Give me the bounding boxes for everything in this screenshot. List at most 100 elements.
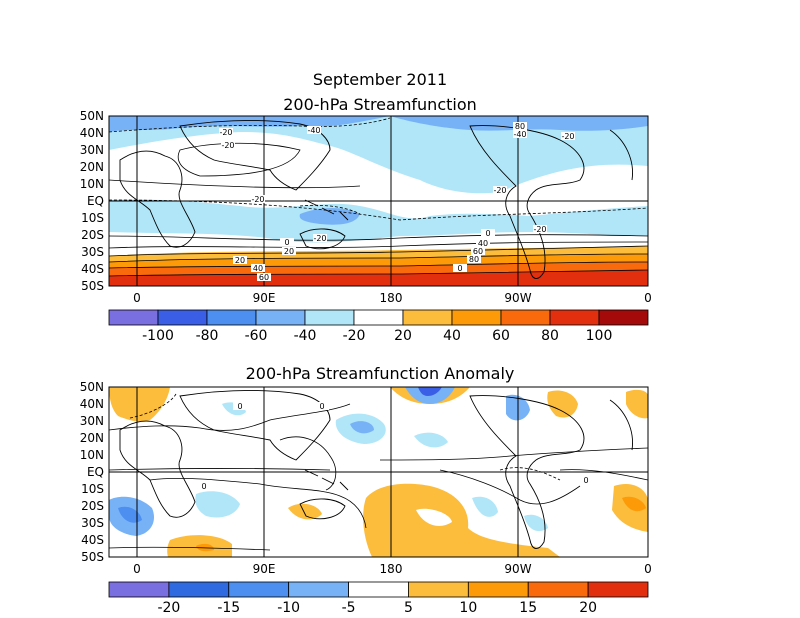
lon-label: 0 <box>133 291 141 305</box>
contour-label: 0 <box>485 229 490 238</box>
contour-label-bg <box>471 247 485 255</box>
map1-frame <box>108 115 649 287</box>
colorbar-label: -15 <box>217 600 240 616</box>
lat-label: 50S <box>81 550 104 564</box>
lat-label: 20S <box>81 228 104 242</box>
colorbar-swatch <box>451 309 502 326</box>
contour-label: 0 <box>457 264 462 273</box>
colorbar-label: 20 <box>394 328 412 344</box>
contour-label: 80 <box>469 255 479 264</box>
contour-label-bg <box>219 128 233 136</box>
colorbar-swatch <box>549 309 600 326</box>
lat-label: 40S <box>81 262 104 276</box>
colorbar-swatch <box>500 309 551 326</box>
contour-label-bg <box>579 476 593 484</box>
colorbar-label: -40 <box>294 328 317 344</box>
colorbar-label: 100 <box>586 328 613 344</box>
lon-label: 180 <box>380 291 403 305</box>
contour-label: 60 <box>259 273 269 282</box>
figure-title: September 2011 <box>312 70 448 89</box>
contour-label-bg <box>561 132 575 140</box>
colorbar-swatch <box>527 581 589 598</box>
map2-shade-neg-npac <box>414 432 448 448</box>
colorbar-label: -80 <box>196 328 219 344</box>
map1-shade-neg40-north <box>109 116 390 132</box>
colorbar-label: -20 <box>157 600 180 616</box>
contour-label-bg <box>257 273 271 281</box>
colorbar-swatch <box>255 309 306 326</box>
map2-coastlines <box>119 389 633 549</box>
colorbar-swatch <box>108 581 170 598</box>
lat-label: EQ <box>87 194 104 208</box>
map2-shade-pos-right <box>626 389 648 419</box>
map2-shade-pos-atl <box>547 390 578 418</box>
map1-coastlines <box>119 119 633 279</box>
lat-label: 30N <box>80 143 104 157</box>
contour-label: -20 <box>251 195 264 204</box>
colorbar-label: 15 <box>519 600 537 616</box>
map2-shade-pos-aus <box>288 503 322 520</box>
contour-label-bg <box>533 225 547 233</box>
lat-label: 10N <box>80 177 104 191</box>
contour-label-bg <box>481 229 495 237</box>
contour-label: -20 <box>221 141 234 150</box>
map2-lat-labels: 50N 40N 30N 20N 10N EQ 10S 20S 30S 40S 50S <box>80 380 104 564</box>
lat-label: 50N <box>80 109 104 123</box>
contour-label-bg <box>493 186 507 194</box>
contour-label: -20 <box>493 186 506 195</box>
lon-label: 90W <box>504 291 531 305</box>
contour-label: 60 <box>473 247 483 256</box>
contour-label: 80 <box>515 122 525 131</box>
contour-label-bg <box>315 402 329 410</box>
colorbar-label: -20 <box>343 328 366 344</box>
colorbar-label: -5 <box>342 600 356 616</box>
map2: 50N 40N 30N 20N 10N EQ 10S 20S 30S 40S 50S 0 90E 180… <box>80 380 652 576</box>
contour-label: 0 <box>284 238 289 247</box>
colorbar-label: 10 <box>459 600 477 616</box>
map1-grid <box>109 116 648 286</box>
colorbar-swatch <box>402 309 453 326</box>
contour-label-bg <box>513 122 527 130</box>
contour-label-bg <box>313 234 327 242</box>
lat-label: 10S <box>81 482 104 496</box>
colorbar-swatch <box>408 581 469 598</box>
lat-label: 10N <box>80 448 104 462</box>
contour-label-bg <box>453 264 467 272</box>
map1-contour-labels: -40-20 -20-20-40-20-20-2000-2020406080020… <box>219 122 575 282</box>
lon-label: 90E <box>253 562 276 576</box>
contour-label: -20 <box>219 128 232 137</box>
lat-label: 20N <box>80 431 104 445</box>
colorbar-label: -100 <box>142 328 174 344</box>
colorbar-label: 60 <box>492 328 510 344</box>
lat-label: EQ <box>87 465 104 479</box>
colorbar-label: 80 <box>541 328 559 344</box>
lat-label: 40S <box>81 533 104 547</box>
map2-shade-neg-top-core <box>418 387 442 396</box>
lat-label: 30S <box>81 516 104 530</box>
colorbar-swatch <box>467 581 529 598</box>
contour-label: 0 <box>237 402 242 411</box>
map1-lon-labels: 0 90E 180 90W 0 <box>133 291 652 305</box>
map2-shade-neg-sw-core <box>118 506 142 523</box>
lon-label: 0 <box>133 562 141 576</box>
map1-shade-neg20-tropics <box>109 199 648 243</box>
contour-label: -40 <box>513 130 526 139</box>
contour-label: 20 <box>235 256 245 265</box>
colorbar-swatch <box>353 309 404 326</box>
lat-label: 40N <box>80 397 104 411</box>
lat-label: 20S <box>81 499 104 513</box>
colorbar-label: -10 <box>277 600 300 616</box>
map1: 50N 40N 30N 20N 10N EQ 10S 20S 30S 40S 50S 0 90E 180… <box>80 109 652 305</box>
map2-title: 200-hPa Streamfunction Anomaly <box>245 364 515 383</box>
map2-frame <box>108 386 649 558</box>
lon-label: 180 <box>380 562 403 576</box>
map1-lat-labels: 50N 40N 30N 20N 10N EQ 10S 20S 30S 40S 50S <box>80 109 104 293</box>
lon-label: 90E <box>253 291 276 305</box>
map2-lon-labels: 0 90E 180 90W 0 <box>133 562 652 576</box>
lat-label: 20N <box>80 160 104 174</box>
colorbar-swatch <box>304 309 355 326</box>
map2-shade-neg-sio <box>195 491 240 518</box>
colorbar-label: -60 <box>245 328 268 344</box>
map1-title: 200-hPa Streamfunction <box>283 95 477 114</box>
colorbar-swatch <box>598 309 649 326</box>
